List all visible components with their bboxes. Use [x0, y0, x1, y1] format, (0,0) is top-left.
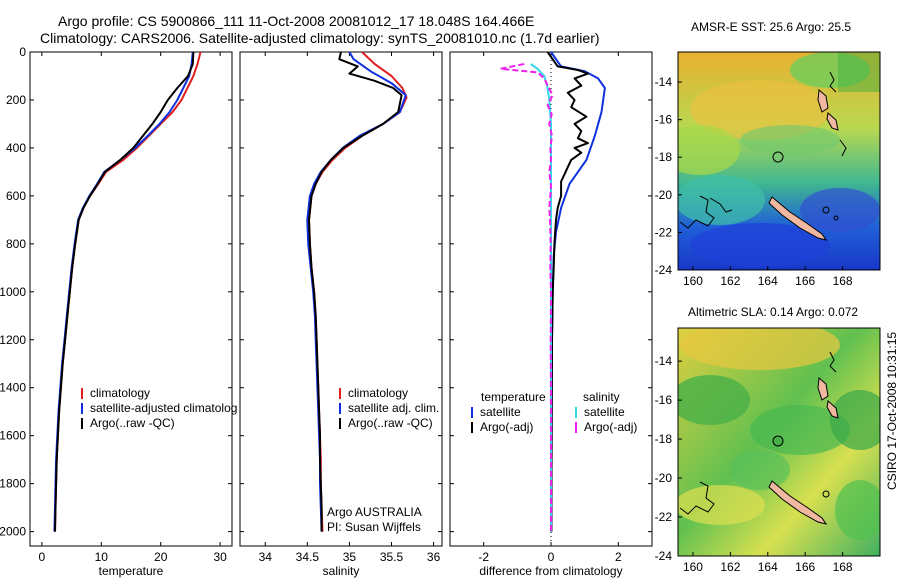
- salinity-xtick-label: 34: [259, 550, 273, 564]
- salinity-series-argo: [308, 51, 403, 532]
- temperature-ytick-label: 1800: [0, 477, 26, 491]
- temperature-ytick-label: 400: [6, 141, 26, 155]
- salinity-series-climatology: [308, 51, 408, 532]
- temperature-ytick-label: 600: [6, 189, 26, 203]
- temperature-xtick-label: 20: [154, 550, 168, 564]
- sst-map-title: AMSR-E SST: 25.6 Argo: 25.5: [691, 20, 851, 34]
- map-ytick-label: -20: [655, 471, 673, 485]
- difference-legend-header: salinity: [583, 390, 620, 404]
- map-ytick-label: -18: [655, 150, 673, 164]
- timestamp-label: CSIRO 17-Oct-2008 10:31:15: [885, 332, 899, 490]
- temperature-frame: [29, 51, 233, 547]
- temperature-xtick-label: 10: [95, 550, 109, 564]
- figure-title-line1: Argo profile: CS 5900866_111 11-Oct-2008…: [58, 13, 534, 29]
- figure-title-line2: Climatology: CARS2006. Satellite-adjuste…: [40, 30, 600, 46]
- salinity-frame: [239, 51, 443, 547]
- difference-legend-label: satellite: [584, 405, 625, 419]
- temperature-ytick-label: 2000: [0, 525, 26, 539]
- map-xtick-label: 164: [758, 274, 778, 288]
- sla-map-title: Altimetric SLA: 0.14 Argo: 0.072: [688, 305, 858, 319]
- difference-xtick-label: -2: [478, 550, 489, 564]
- sla-map-panel: Altimetric SLA: 0.14 Argo: 0.072 160 162 1…: [655, 305, 881, 574]
- sla-coastlines: [679, 351, 839, 525]
- temperature-panel: 0 10 20 30 0 200 400 600 800 1000 1200 1400 1600 1800…: [0, 45, 237, 578]
- map-xtick-label: 160: [683, 274, 703, 288]
- difference-legend-label: Argo(-adj): [480, 420, 533, 434]
- salinity-series-satellite: [306, 51, 407, 532]
- salinity-legend-label: climatology: [348, 386, 408, 400]
- temperature-legend-label: Argo(..raw -QC): [90, 416, 175, 430]
- temperature-series-argo: [54, 51, 195, 532]
- map-xtick-label: 166: [795, 274, 815, 288]
- map-ytick-label: -14: [655, 75, 673, 89]
- map-xtick-label: 168: [833, 274, 853, 288]
- map-ytick-label: -22: [655, 225, 673, 239]
- map-ytick-label: -18: [655, 432, 673, 446]
- difference-series-temperature-satellite: [550, 51, 606, 532]
- map-ytick-label: -16: [655, 393, 673, 407]
- salinity-legend-label: Argo(..raw -QC): [348, 416, 433, 430]
- map-xtick-label: 162: [720, 560, 740, 574]
- sla-map-frame: [677, 327, 881, 557]
- map-ytick-label: -16: [655, 113, 673, 127]
- sst-coastlines: [679, 71, 847, 241]
- temperature-legend-label: climatology: [90, 386, 150, 400]
- map-ytick-label: -24: [655, 263, 673, 277]
- temperature-xtick-label: 0: [39, 550, 46, 564]
- temperature-legend-label: satellite-adjusted climatolog: [90, 401, 237, 415]
- map-xtick-label: 168: [833, 560, 853, 574]
- salinity-xtick-label: 36: [427, 550, 441, 564]
- map-xtick-label: 160: [683, 560, 703, 574]
- salinity-xtick-label: 35.5: [380, 550, 404, 564]
- difference-legend-label: Argo(-adj): [584, 420, 637, 434]
- sst-map-ticks: 160 162 164 166 168 -14 -16 -18 -20 -22 -24: [655, 75, 853, 288]
- temperature-ytick-label: 1400: [0, 381, 26, 395]
- sst-map-panel: AMSR-E SST: 25.6 Argo: 25.5 160 162 164: [655, 20, 881, 288]
- map-ytick-label: -20: [655, 188, 673, 202]
- map-ytick-label: -24: [655, 549, 673, 563]
- salinity-xaxis-label: salinity: [323, 564, 360, 578]
- map-xtick-label: 162: [720, 274, 740, 288]
- difference-xaxis-label: difference from climatology: [479, 564, 622, 578]
- difference-series-temperature-argo: [546, 51, 589, 532]
- temperature-ytick-label: 1000: [0, 285, 26, 299]
- credit-line1: Argo AUSTRALIA: [327, 505, 422, 519]
- temperature-series-satellite: [53, 51, 194, 532]
- difference-legend-label: satellite: [480, 405, 521, 419]
- sst-map-frame: [677, 51, 881, 271]
- sst-map-image: [678, 52, 880, 270]
- temperature-ytick-label: 800: [6, 237, 26, 251]
- temperature-ytick-label: 1600: [0, 429, 26, 443]
- temperature-ytick-label: 200: [6, 93, 26, 107]
- map-xtick-label: 166: [795, 560, 815, 574]
- sla-map-ticks: 160 162 164 166 168 -14 -16 -18 -20 -22 -24: [655, 354, 853, 574]
- difference-series-salinity-argo: [499, 63, 554, 532]
- temperature-xtick-label: 30: [213, 550, 227, 564]
- difference-xtick-label: 2: [615, 550, 622, 564]
- temperature-ytick-label: 1200: [0, 333, 26, 347]
- credit-line2: PI: Susan Wijffels: [327, 520, 421, 534]
- map-xtick-label: 164: [758, 560, 778, 574]
- difference-xtick-label: 0: [548, 550, 555, 564]
- map-ytick-label: -14: [655, 354, 673, 368]
- difference-series-salinity-satellite: [530, 63, 552, 532]
- map-ytick-label: -22: [655, 510, 673, 524]
- temperature-xaxis-label: temperature: [99, 564, 164, 578]
- difference-legend-header: temperature: [481, 390, 546, 404]
- salinity-xtick-label: 35: [343, 550, 357, 564]
- salinity-legend-label: satellite adj. clim.: [348, 401, 439, 415]
- salinity-panel: 34 34.5 35 35.5 36 salinity climatologysatelli…: [239, 51, 443, 578]
- temperature-series-climatology: [54, 51, 202, 532]
- salinity-xtick-label: 34.5: [296, 550, 320, 564]
- temperature-ytick-label: 0: [19, 45, 26, 59]
